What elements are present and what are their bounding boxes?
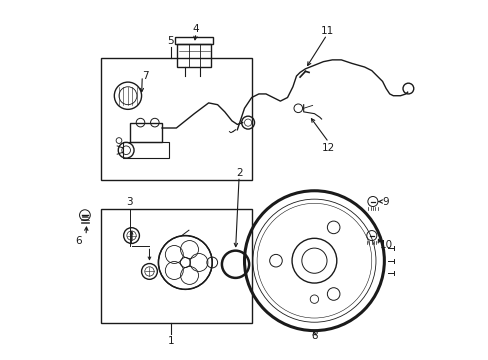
Text: 2: 2 [235, 168, 242, 178]
Text: 10: 10 [379, 239, 392, 249]
Bar [101, 58, 251, 180]
Text: 7: 7 [142, 71, 149, 81]
Text: 4: 4 [192, 24, 199, 35]
Bar [129, 123, 162, 142]
Text: 8: 8 [310, 331, 317, 341]
Text: 12: 12 [322, 143, 335, 153]
Circle shape [158, 235, 212, 289]
Bar [175, 37, 213, 44]
Text: 5: 5 [167, 36, 174, 45]
Bar [177, 44, 211, 67]
Text: 9: 9 [382, 197, 388, 207]
Bar [101, 209, 251, 323]
Text: 6: 6 [75, 236, 82, 246]
Text: 1: 1 [167, 336, 174, 346]
Text: 3: 3 [126, 197, 133, 207]
Bar [122, 142, 169, 158]
Text: 11: 11 [320, 26, 333, 36]
